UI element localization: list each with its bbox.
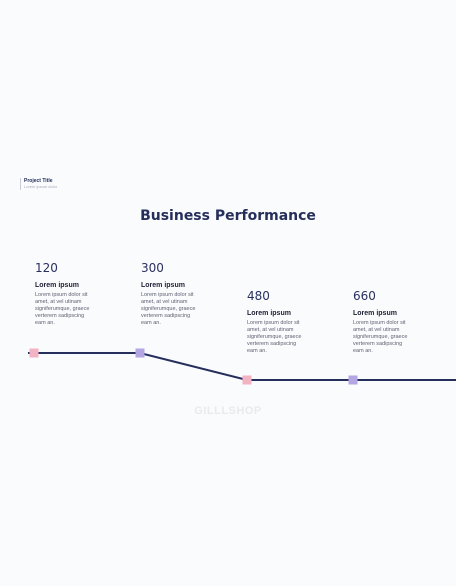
stat-description-line: Lorem ipsum dolor sit [353, 320, 406, 326]
stat-description-line: eam an. [353, 348, 373, 354]
stat-column: 480 Lorem ipsum Lorem ipsum dolor sit am… [247, 289, 327, 355]
stat-description-line: signiferumque, graece [35, 306, 90, 312]
stat-value: 120 [35, 261, 58, 275]
timeline-marker [29, 348, 39, 358]
stat-description-line: amet, at vel utinam [35, 299, 82, 305]
stat-description-line: signiferumque, graece [247, 334, 302, 340]
stat-description-line: verterem sadipscing [247, 341, 297, 347]
stat-description: Lorem ipsum dolor sit amet, at vel utina… [35, 292, 115, 327]
stat-description-line: amet, at vel utinam [247, 327, 294, 333]
stat-description-line: verterem sadipscing [35, 313, 85, 319]
stat-column: 660 Lorem ipsum Lorem ipsum dolor sit am… [353, 289, 433, 355]
project-header: Project Title Lorem ipsum dolor [20, 178, 57, 190]
stat-description-line: signiferumque, graece [141, 306, 196, 312]
stat-column: 300 Lorem ipsum Lorem ipsum dolor sit am… [141, 261, 221, 327]
project-subtitle: Lorem ipsum dolor [24, 184, 58, 189]
stat-value: 660 [353, 289, 376, 303]
stat-description: Lorem ipsum dolor sit amet, at vel utina… [353, 320, 433, 355]
stat-heading: Lorem ipsum [35, 282, 79, 289]
stat-description-line: Lorem ipsum dolor sit [141, 292, 194, 298]
stat-column: 120 Lorem ipsum Lorem ipsum dolor sit am… [35, 261, 115, 327]
stat-description-line: signiferumque, graece [353, 334, 408, 340]
stat-description-line: eam an. [141, 320, 161, 326]
timeline-line [28, 352, 456, 381]
project-title: Project Title [24, 178, 53, 184]
stat-description-line: verterem sadipscing [353, 341, 403, 347]
stat-description-line: Lorem ipsum dolor sit [247, 320, 300, 326]
stat-value: 480 [247, 289, 270, 303]
page-title: Business Performance [140, 208, 316, 224]
stat-heading: Lorem ipsum [353, 310, 397, 317]
stat-description-line: eam an. [35, 320, 55, 326]
timeline-marker [348, 375, 358, 385]
stat-value: 300 [141, 261, 164, 275]
stat-description-line: Lorem ipsum dolor sit [35, 292, 88, 298]
stat-description-line: verterem sadipscing [141, 313, 191, 319]
watermark: GILLLSHOP [194, 405, 262, 417]
stat-description-line: eam an. [247, 348, 267, 354]
stat-heading: Lorem ipsum [247, 310, 291, 317]
stat-heading: Lorem ipsum [141, 282, 185, 289]
stat-description: Lorem ipsum dolor sit amet, at vel utina… [247, 320, 327, 355]
stat-description: Lorem ipsum dolor sit amet, at vel utina… [141, 292, 221, 327]
timeline-marker [135, 348, 145, 358]
stat-description-line: amet, at vel utinam [353, 327, 400, 333]
timeline-marker [242, 375, 252, 385]
stat-description-line: amet, at vel utinam [141, 299, 188, 305]
